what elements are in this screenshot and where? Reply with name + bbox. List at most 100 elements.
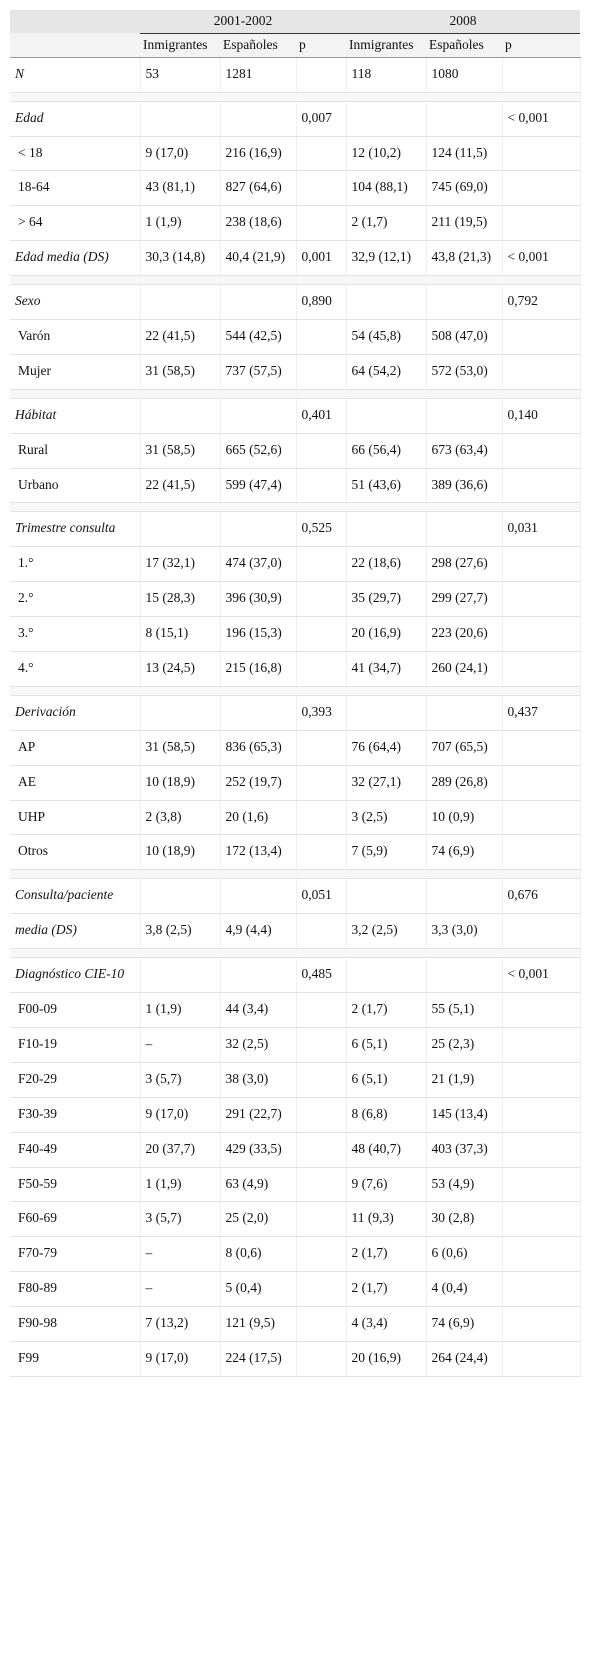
cell: 20 (16,9) [346, 1341, 427, 1377]
cell [502, 765, 581, 801]
item-row: AE 10 (18,9) 252 (19,7) 32 (27,1) 289 (26,8) [10, 765, 581, 801]
cell: 17 (32,1) [140, 546, 221, 583]
row-label: F10-19 [10, 1027, 141, 1063]
row-label: AE [10, 765, 141, 801]
section-row: media (DS) 3,8 (2,5) 4,9 (4,4) 3,2 (2,5) 3,3… [10, 913, 581, 950]
cell: 31 (58,5) [140, 730, 221, 766]
cell [296, 834, 347, 871]
cell: 30,3 (14,8) [140, 240, 221, 277]
cell: 10 (18,9) [140, 834, 221, 871]
cell: 3,2 (2,5) [346, 913, 427, 950]
cell: 121 (9,5) [220, 1306, 297, 1342]
cell: 38 (3,0) [220, 1062, 297, 1098]
cell: 13 (24,5) [140, 651, 221, 687]
column-header: p [296, 33, 346, 58]
cell [296, 800, 347, 836]
cell: 291 (22,7) [220, 1097, 297, 1133]
item-row: 2.° 15 (28,3) 396 (30,9) 35 (29,7) 299 (27,7… [10, 581, 581, 618]
cell [296, 354, 347, 390]
cell: 0,031 [502, 511, 581, 548]
cell: 74 (6,9) [426, 1306, 503, 1342]
cell [502, 1027, 581, 1063]
cell [502, 1341, 581, 1377]
cell [220, 284, 297, 321]
cell [502, 1306, 581, 1342]
row-label: Urbano [10, 468, 141, 504]
row-label: F90-98 [10, 1306, 141, 1342]
cell [296, 730, 347, 766]
cell: 66 (56,4) [346, 433, 427, 469]
cell: 4 (0,4) [426, 1271, 503, 1308]
cell: 4 (3,4) [346, 1306, 427, 1342]
cell: 0,007 [296, 101, 347, 137]
cell [220, 101, 297, 137]
column-header: Inmigrantes [140, 33, 220, 58]
header-row: 2001-2002 2008 [10, 10, 580, 34]
cell [346, 398, 427, 434]
cell [502, 468, 581, 504]
row-label: F70-79 [10, 1236, 141, 1273]
cell: 145 (13,4) [426, 1097, 503, 1133]
item-row: F60-69 3 (5,7) 25 (2,0) 11 (9,3) 30 (2,8) [10, 1201, 581, 1238]
cell: 48 (40,7) [346, 1132, 427, 1168]
cell: 25 (2,0) [220, 1201, 297, 1238]
cell: 22 (18,6) [346, 546, 427, 583]
cell: 0,485 [296, 957, 347, 994]
row-label: Varón [10, 319, 141, 355]
cell: < 0,001 [502, 957, 581, 994]
row-label: F60-69 [10, 1201, 141, 1238]
cell: 20 (37,7) [140, 1132, 221, 1168]
cell [220, 398, 297, 434]
cell: 7 (5,9) [346, 834, 427, 871]
item-row: F99 9 (17,0) 224 (17,5) 20 (16,9) 264 (24,4) [10, 1341, 581, 1377]
row-label: 18-64 [10, 170, 141, 207]
cell [296, 913, 347, 950]
cell: 30 (2,8) [426, 1201, 503, 1238]
cell [426, 398, 503, 434]
cell [502, 992, 581, 1028]
cell: 2 (1,7) [346, 1236, 427, 1273]
cell: 0,437 [502, 695, 581, 731]
cell: 0,140 [502, 398, 581, 434]
cell: 74 (6,9) [426, 834, 503, 871]
cell [296, 765, 347, 801]
cell: 11 (9,3) [346, 1201, 427, 1238]
cell: 25 (2,3) [426, 1027, 503, 1063]
cell [296, 57, 347, 93]
cell [296, 1062, 347, 1098]
cell: 41 (34,7) [346, 651, 427, 687]
cell: 54 (45,8) [346, 319, 427, 355]
spacer-row [10, 275, 581, 286]
table-head: 2001-2002 2008 Inmigrantes Españoles p Inmi… [10, 10, 580, 58]
cell [502, 1132, 581, 1168]
cell [296, 546, 347, 583]
cell: 396 (30,9) [220, 581, 297, 618]
cell: 15 (28,3) [140, 581, 221, 618]
cell: 31 (58,5) [140, 354, 221, 390]
row-label: Edad [10, 101, 141, 137]
cell: < 0,001 [502, 240, 581, 277]
item-row: > 64 1 (1,9) 238 (18,6) 2 (1,7) 211 (19,5) [10, 205, 581, 242]
cell: 707 (65,5) [426, 730, 503, 766]
cell: 63 (4,9) [220, 1167, 297, 1203]
cell [296, 1167, 347, 1203]
cell [220, 878, 297, 915]
cell [140, 878, 221, 915]
table-wrapper: 2001-2002 2008 Inmigrantes Españoles p Inmi… [10, 10, 581, 1377]
cell [140, 101, 221, 137]
cell: 0,525 [296, 511, 347, 548]
cell: 10 (18,9) [140, 765, 221, 801]
row-label: > 64 [10, 205, 141, 242]
cell [296, 1341, 347, 1377]
cell: < 0,001 [502, 101, 581, 137]
spacer-cell [10, 92, 581, 102]
cell: 32 (2,5) [220, 1027, 297, 1063]
cell: 8 (6,8) [346, 1097, 427, 1133]
row-label: Derivación [10, 695, 141, 731]
spacer-row [10, 869, 581, 880]
cell [296, 651, 347, 687]
item-row: F30-39 9 (17,0) 291 (22,7) 8 (6,8) 145 (13,4… [10, 1097, 581, 1133]
cell: 196 (15,3) [220, 616, 297, 653]
cell: 35 (29,7) [346, 581, 427, 618]
cell: 298 (27,6) [426, 546, 503, 583]
